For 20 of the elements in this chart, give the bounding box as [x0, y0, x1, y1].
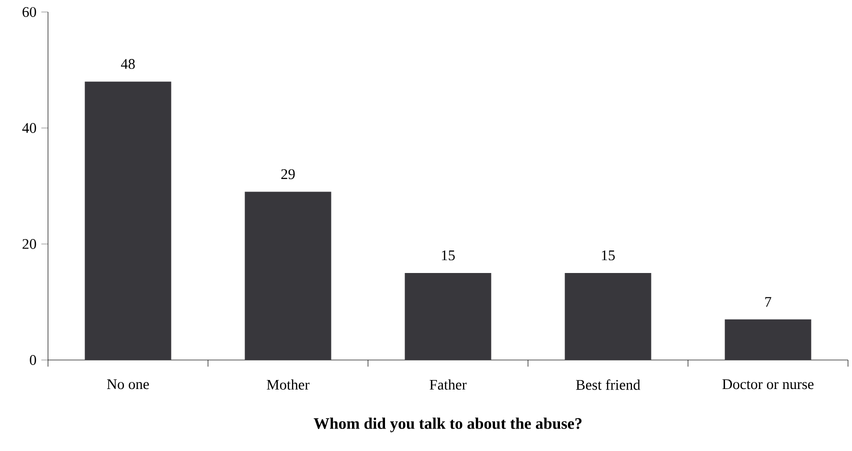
data-label: 15	[602, 250, 615, 260]
data-label: 15	[442, 250, 455, 260]
data-label: 29	[281, 169, 295, 180]
x-tick-label: Father	[430, 379, 467, 390]
y-tick-label: 40	[22, 123, 36, 133]
data-label: 48	[120, 59, 135, 69]
x-tick-label: Doctor or nurse	[722, 379, 814, 390]
bar	[564, 273, 652, 360]
bar	[84, 82, 172, 360]
x-tick-label: Mother	[266, 379, 310, 390]
data-label: 7	[765, 297, 772, 307]
bar	[244, 192, 332, 360]
x-axis-title: Whom did you talk to about the abuse?	[314, 418, 582, 432]
y-tick-label: 0	[30, 355, 36, 365]
y-tick-label: 20	[22, 239, 36, 249]
x-tick-label: Best friend	[576, 379, 640, 390]
x-tick-label: No one	[107, 379, 149, 390]
bar	[724, 319, 812, 360]
bar	[404, 273, 492, 360]
y-tick-label: 60	[22, 7, 36, 17]
